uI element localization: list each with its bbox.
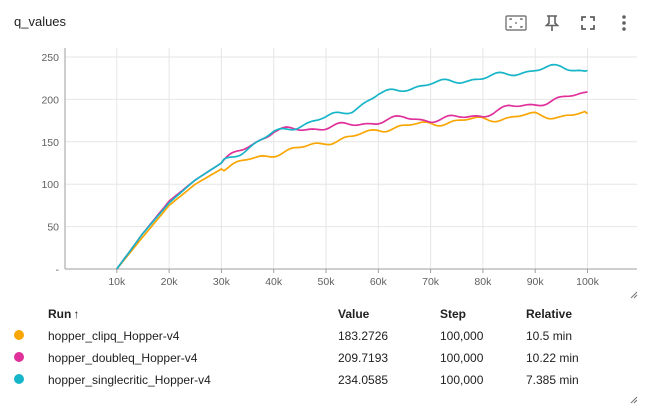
run-value: 209.7193 [338,351,389,365]
card-title: q_values [14,14,67,29]
y-tick-label: 150 [41,137,59,149]
run-value: 183.2726 [338,329,389,343]
more-vert-icon [622,15,626,31]
step-column-header[interactable]: Step [440,307,467,321]
fullscreen-icon [581,16,595,30]
run-name: hopper_clipq_Hopper-v4 [48,329,180,343]
run-relative: 10.5 min [526,329,573,343]
x-axis-ticks: 10k 20k 30k 40k 50k 60k 70k 80k 90k 100k [108,276,599,288]
chart-resize-icon[interactable] [628,289,638,299]
run-color-dot [14,330,24,340]
table-header-row: Run ↑ Value Step Relative [14,303,634,325]
more-options-button[interactable] [609,10,639,36]
card-toolbar [501,10,639,36]
fullscreen-button[interactable] [573,10,603,36]
pin-icon [544,15,560,31]
pin-button[interactable] [537,10,567,36]
chart-series [116,63,589,270]
x-tick-label: 80k [474,276,492,288]
x-tick-label: 60k [370,276,388,288]
run-step: 100,000 [440,329,484,343]
run-relative: 10.22 min [526,351,579,365]
x-tick-label: 50k [318,276,336,288]
series-line-hopper_singlecritic_Hopper-v4 [116,63,588,270]
table-resize-icon[interactable] [628,394,638,404]
sort-ascending-icon: ↑ [73,307,80,321]
fit-domain-icon [505,15,527,31]
x-tick-label: 100k [576,276,600,288]
run-value: 234.0585 [338,373,389,387]
table-row: hopper_clipq_Hopper-v4 183.2726 100,000 … [14,325,634,347]
run-name: hopper_singlecritic_Hopper-v4 [48,373,211,387]
series-line-hopper_clipq_Hopper-v4 [116,110,589,270]
y-tick-label: - [56,264,60,276]
table-row: hopper_doubleq_Hopper-v4 209.7193 100,00… [14,347,634,369]
y-tick-label: 200 [41,94,59,106]
run-color-dot [14,374,24,384]
x-tick-label: 20k [161,276,179,288]
chart-axes [64,48,637,273]
x-tick-label: 70k [422,276,440,288]
x-tick-label: 90k [527,276,545,288]
x-tick-label: 30k [213,276,231,288]
x-tick-label: 10k [108,276,126,288]
run-relative: 7.385 min [526,373,579,387]
run-step: 100,000 [440,373,484,387]
runs-table: Run ↑ Value Step Relative hopper_clipq_Ho… [14,303,634,391]
run-name: hopper_doubleq_Hopper-v4 [48,351,198,365]
y-axis-ticks: - 50 100 150 200 250 [41,52,59,276]
x-tick-label: 40k [265,276,283,288]
run-step: 100,000 [440,351,484,365]
value-column-header[interactable]: Value [338,307,370,321]
run-color-dot [14,352,24,362]
chart-grid [65,48,637,270]
line-chart[interactable]: 10k 20k 30k 40k 50k 60k 70k 80k 90k 100k - 50 100 15… [0,40,653,290]
run-column-header[interactable]: Run ↑ [48,307,80,321]
relative-column-header[interactable]: Relative [526,307,573,321]
series-line-hopper_doubleq_Hopper-v4 [116,90,588,270]
table-row: hopper_singlecritic_Hopper-v4 234.0585 1… [14,369,634,391]
y-tick-label: 100 [41,179,59,191]
y-tick-label: 50 [47,222,59,234]
y-tick-label: 250 [41,52,59,64]
fit-domain-button[interactable] [501,10,531,36]
